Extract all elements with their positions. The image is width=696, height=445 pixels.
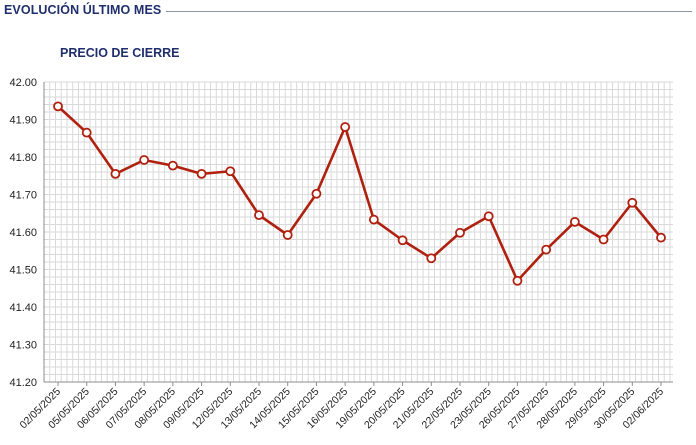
data-point bbox=[368, 214, 379, 225]
data-point bbox=[512, 275, 523, 286]
data-point bbox=[110, 168, 121, 179]
data-point bbox=[627, 197, 638, 208]
data-point bbox=[81, 127, 92, 138]
data-point bbox=[455, 227, 465, 238]
data-point bbox=[598, 234, 609, 245]
data-point bbox=[569, 216, 580, 227]
data-point bbox=[196, 168, 207, 179]
y-tick-label: 41.30 bbox=[9, 340, 37, 352]
section-header: EVOLUCIÓN ÚLTIMO MES bbox=[0, 0, 696, 22]
y-tick-label: 42.00 bbox=[9, 77, 37, 89]
y-tick-label: 41.20 bbox=[9, 377, 37, 389]
data-point bbox=[426, 253, 437, 264]
section-title: EVOLUCIÓN ÚLTIMO MES bbox=[4, 3, 162, 17]
y-tick-label: 41.60 bbox=[9, 227, 37, 239]
data-point bbox=[53, 101, 63, 112]
series-line bbox=[57, 105, 663, 283]
section-divider bbox=[166, 11, 692, 12]
y-tick-label: 41.90 bbox=[9, 115, 37, 127]
data-point bbox=[656, 232, 666, 243]
y-tick-label: 41.70 bbox=[9, 190, 37, 202]
data-point bbox=[167, 160, 178, 171]
data-point bbox=[139, 155, 150, 165]
y-tick-label: 41.50 bbox=[9, 265, 37, 277]
chart-title: PRECIO DE CIERRE bbox=[60, 46, 180, 60]
data-point bbox=[311, 188, 322, 199]
data-point bbox=[340, 122, 351, 132]
data-point bbox=[254, 210, 264, 221]
data-point bbox=[225, 166, 236, 177]
data-point bbox=[483, 211, 494, 222]
data-point bbox=[397, 235, 408, 246]
data-point bbox=[541, 244, 552, 255]
data-point bbox=[282, 230, 293, 240]
y-tick-label: 41.80 bbox=[9, 152, 37, 164]
y-tick-label: 41.40 bbox=[9, 302, 37, 314]
